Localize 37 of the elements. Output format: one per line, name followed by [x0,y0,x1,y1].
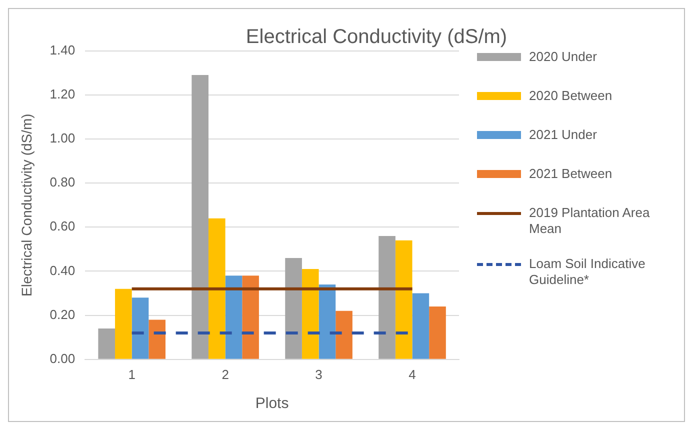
y-tick-label: 0.00 [50,350,76,366]
x-tick-label: 1 [128,366,136,382]
legend-label: 2020 Between [529,88,612,104]
bar [302,269,319,359]
bar [98,328,116,359]
y-tick-label: 1.20 [50,86,76,102]
bar [318,284,336,359]
y-tick-label: 0.40 [50,262,76,278]
bar [429,306,446,359]
x-tick-label: 4 [408,366,416,382]
bar [336,310,352,359]
bar [208,218,226,359]
y-axis-title: Electrical Conductivity (dS/m) [18,114,34,297]
bar [115,288,132,359]
bar [412,293,430,359]
x-tick-label: 3 [315,366,322,382]
y-tick-label: 1.40 [50,42,76,58]
bar [148,320,166,359]
bar [285,258,302,359]
bar [395,240,412,359]
x-tick-label: 2 [222,366,229,382]
legend-label: 2020 Under [529,49,597,65]
bar [242,276,259,359]
bar [378,236,396,359]
legend-label: Loam Soil Indicative Guideline* [529,256,646,288]
bar [132,298,149,359]
y-tick-label: 0.80 [50,174,76,190]
bar [192,75,208,359]
legend-label: 2019 Plantation Area Mean [529,205,651,237]
legend-label: 2021 Under [529,127,597,143]
y-tick-label: 0.20 [50,306,76,322]
bar [225,276,242,359]
y-tick-label: 0.60 [50,218,76,234]
chart-title: Electrical Conductivity (dS/m) [246,26,508,48]
x-axis-title: Plots [255,395,289,412]
legend-label: 2021 Between [529,166,612,182]
y-tick-label: 1.00 [50,130,76,146]
